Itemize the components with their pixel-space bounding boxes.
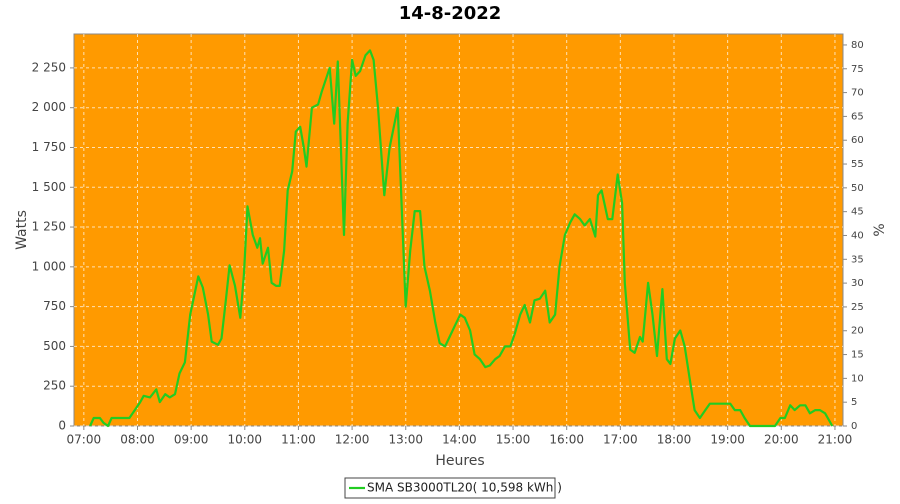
legend-box	[344, 477, 556, 499]
y-tick-label: 750	[43, 299, 66, 313]
y-tick-label: 250	[43, 379, 66, 393]
x-tick-label: 07:00	[67, 433, 102, 447]
y-tick-label: 2 000	[32, 100, 66, 114]
y-axis-label: Watts	[14, 210, 30, 250]
y2-tick-label: 0	[851, 421, 857, 432]
y-tick-label: 1 500	[32, 180, 66, 194]
x-tick-label: 14:00	[442, 433, 477, 447]
x-tick-label: 18:00	[657, 433, 692, 447]
y-tick-label: 1 000	[32, 259, 66, 273]
y2-tick-label: 55	[851, 159, 864, 170]
y-tick-label: 2 250	[32, 60, 66, 74]
y2-tick-label: 25	[851, 302, 864, 313]
y2-tick-label: 70	[851, 88, 864, 99]
x-tick-label: 08:00	[120, 433, 155, 447]
y2-tick-label: 40	[851, 230, 864, 241]
x-axis-label: Heures	[435, 453, 484, 469]
y2-tick-label: 45	[851, 207, 864, 218]
y2-tick-label: 15	[851, 350, 864, 361]
y-tick-label: 0	[58, 419, 66, 433]
y2-tick-label: 5	[851, 397, 857, 408]
y-tick-label: 1 250	[32, 220, 66, 234]
x-tick-label: 13:00	[388, 433, 423, 447]
x-tick-label: 19:00	[710, 433, 745, 447]
x-tick-label: 12:00	[335, 433, 370, 447]
legend-label: SMA SB3000TL20( 10,598 kWh )	[367, 481, 562, 495]
series-line	[89, 49, 834, 428]
x-tick-label: 16:00	[549, 433, 584, 447]
y2-axis-label: %	[872, 223, 888, 236]
x-tick-label: 17:00	[603, 433, 638, 447]
x-tick-label: 09:00	[174, 433, 209, 447]
x-tick-label: 10:00	[227, 433, 262, 447]
y2-tick-label: 80	[851, 40, 864, 51]
y-tick-label: 500	[43, 339, 66, 353]
y2-tick-label: 10	[851, 373, 864, 384]
y-tick-label: 1 750	[32, 140, 66, 154]
y2-tick-label: 30	[851, 278, 864, 289]
y2-tick-label: 60	[851, 135, 864, 146]
chart-title: 14-8-2022	[399, 3, 502, 24]
y2-tick-label: 75	[851, 64, 864, 75]
plot-area	[73, 33, 844, 427]
y2-tick-label: 35	[851, 254, 864, 265]
x-tick-label: 21:00	[818, 433, 853, 447]
y2-tick-label: 65	[851, 111, 864, 122]
x-tick-label: 20:00	[764, 433, 799, 447]
x-tick-label: 15:00	[496, 433, 531, 447]
y2-tick-label: 20	[851, 326, 864, 337]
y2-tick-label: 50	[851, 183, 864, 194]
x-tick-label: 11:00	[281, 433, 316, 447]
